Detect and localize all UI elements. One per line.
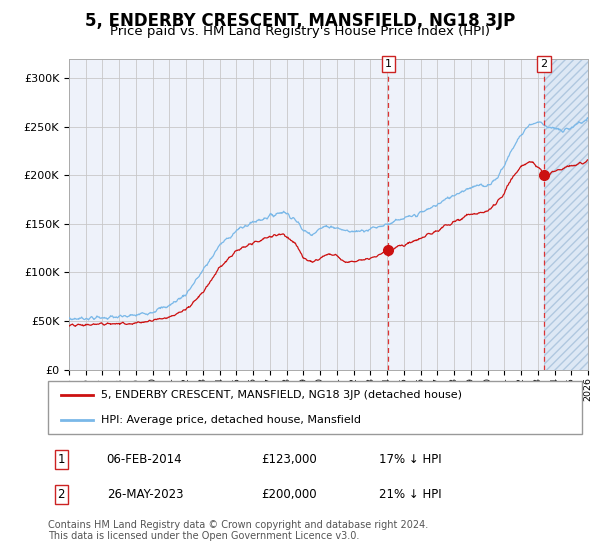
Text: Contains HM Land Registry data © Crown copyright and database right 2024.
This d: Contains HM Land Registry data © Crown c… [48,520,428,542]
Text: 26-MAY-2023: 26-MAY-2023 [107,488,183,501]
Text: 1: 1 [58,452,65,466]
Text: Price paid vs. HM Land Registry's House Price Index (HPI): Price paid vs. HM Land Registry's House … [110,25,490,38]
Text: 2: 2 [541,59,548,69]
Text: 5, ENDERBY CRESCENT, MANSFIELD, NG18 3JP: 5, ENDERBY CRESCENT, MANSFIELD, NG18 3JP [85,12,515,30]
Text: £200,000: £200,000 [262,488,317,501]
Text: 21% ↓ HPI: 21% ↓ HPI [379,488,442,501]
Text: 1: 1 [385,59,392,69]
Text: £123,000: £123,000 [262,452,317,466]
Text: 06-FEB-2014: 06-FEB-2014 [107,452,182,466]
Text: 2: 2 [58,488,65,501]
Text: 17% ↓ HPI: 17% ↓ HPI [379,452,442,466]
Text: 5, ENDERBY CRESCENT, MANSFIELD, NG18 3JP (detached house): 5, ENDERBY CRESCENT, MANSFIELD, NG18 3JP… [101,390,463,400]
Bar [544,59,588,370]
FancyBboxPatch shape [48,381,582,434]
Text: HPI: Average price, detached house, Mansfield: HPI: Average price, detached house, Mans… [101,414,361,424]
